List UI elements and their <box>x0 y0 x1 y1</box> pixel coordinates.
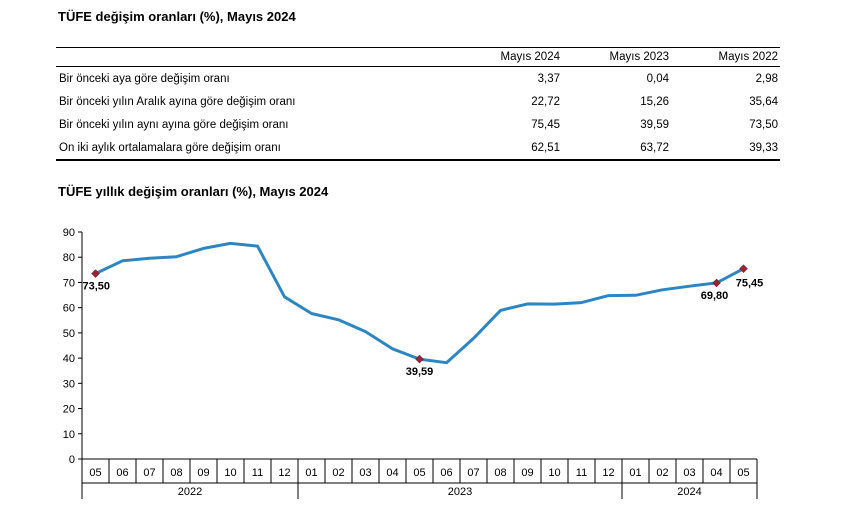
x-tick-label: 07 <box>143 467 155 479</box>
data-point-marker <box>91 269 100 278</box>
x-tick-label: 03 <box>359 467 371 479</box>
y-tick-label: 60 <box>63 303 75 315</box>
row-label: On iki aylık ortalamalara göre değişim o… <box>59 141 281 154</box>
cell-value: 35,64 <box>749 95 778 108</box>
series-line <box>94 241 745 365</box>
col-header: Mayıs 2023 <box>609 51 669 63</box>
chart-title: TÜFE yıllık değişim oranları (%), Mayıs … <box>58 184 329 199</box>
x-tick-label: 08 <box>494 467 506 479</box>
col-header: Mayıs 2022 <box>718 51 778 63</box>
y-tick-label: 80 <box>63 252 75 264</box>
data-label: 73,50 <box>83 281 111 293</box>
y-tick-label: 10 <box>63 429 75 441</box>
x-tick-label: 10 <box>548 467 560 479</box>
data-label: 69,80 <box>701 290 729 302</box>
x-tick-label: 12 <box>602 467 614 479</box>
table-row: Bir önceki yılın Aralık ayına göre değiş… <box>56 90 780 113</box>
cell-value: 73,50 <box>749 118 778 131</box>
x-tick-label: 02 <box>332 467 344 479</box>
data-label: 39,59 <box>406 366 434 378</box>
y-tick-label: 20 <box>63 404 75 416</box>
x-tick-label: 09 <box>197 467 209 479</box>
table-row: Bir önceki aya göre değişim oranı 3,37 0… <box>56 67 780 91</box>
x-tick-label: 01 <box>629 467 641 479</box>
x-tick-label: 06 <box>440 467 452 479</box>
x-tick-label: 01 <box>305 467 317 479</box>
table-row: On iki aylık ortalamalara göre değişim o… <box>56 136 780 160</box>
y-tick-label: 30 <box>63 378 75 390</box>
table-title: TÜFE değişim oranları (%), Mayıs 2024 <box>58 9 296 24</box>
x-tick-label: 08 <box>170 467 182 479</box>
x-tick-label: 07 <box>467 467 479 479</box>
cell-value: 3,37 <box>537 72 560 85</box>
year-group-label: 2022 <box>178 486 202 498</box>
data-label: 75,45 <box>736 278 764 290</box>
cell-value: 75,45 <box>531 118 560 131</box>
row-label: Bir önceki aya göre değişim oranı <box>59 72 230 85</box>
table-row: Bir önceki yılın aynı ayına göre değişim… <box>56 113 780 136</box>
x-tick-label: 09 <box>521 467 533 479</box>
x-tick-label: 02 <box>656 467 668 479</box>
row-label: Bir önceki yılın aynı ayına göre değişim… <box>59 118 289 131</box>
x-tick-label: 05 <box>89 467 101 479</box>
x-tick-label: 05 <box>413 467 425 479</box>
x-tick-label: 03 <box>683 467 695 479</box>
x-tick-label: 05 <box>737 467 749 479</box>
cell-value: 15,26 <box>640 95 669 108</box>
data-point-marker <box>712 278 721 288</box>
inflation-table: Mayıs 2024 Mayıs 2023 Mayıs 2022 Bir önc… <box>56 47 780 161</box>
x-tick-label: 11 <box>252 467 263 479</box>
cell-value: 22,72 <box>531 95 560 108</box>
table-header-row: Mayıs 2024 Mayıs 2023 Mayıs 2022 <box>56 47 780 67</box>
y-tick-label: 50 <box>63 328 75 340</box>
row-label: Bir önceki yılın Aralık ayına göre değiş… <box>59 95 296 108</box>
x-tick-label: 11 <box>576 467 587 479</box>
y-tick-label: 40 <box>63 353 75 365</box>
year-group-label: 2023 <box>448 486 472 498</box>
x-tick-label: 12 <box>278 467 290 479</box>
y-tick-label: 90 <box>63 227 75 239</box>
cell-value: 62,51 <box>531 141 560 154</box>
y-tick-label: 70 <box>63 277 75 289</box>
y-tick-label: 0 <box>69 454 75 466</box>
x-tick-label: 04 <box>386 467 398 479</box>
cell-value: 63,72 <box>640 141 669 154</box>
year-group-label: 2024 <box>677 486 701 498</box>
cell-value: 39,33 <box>749 141 778 154</box>
data-point-marker <box>739 264 748 274</box>
cell-value: 2,98 <box>755 72 778 85</box>
x-tick-label: 10 <box>224 467 236 479</box>
cell-value: 39,59 <box>640 118 669 131</box>
data-point-marker <box>415 354 424 364</box>
x-tick-label: 06 <box>116 467 128 479</box>
x-tick-label: 04 <box>710 467 722 479</box>
col-header: Mayıs 2024 <box>500 51 560 63</box>
cell-value: 0,04 <box>646 72 669 85</box>
